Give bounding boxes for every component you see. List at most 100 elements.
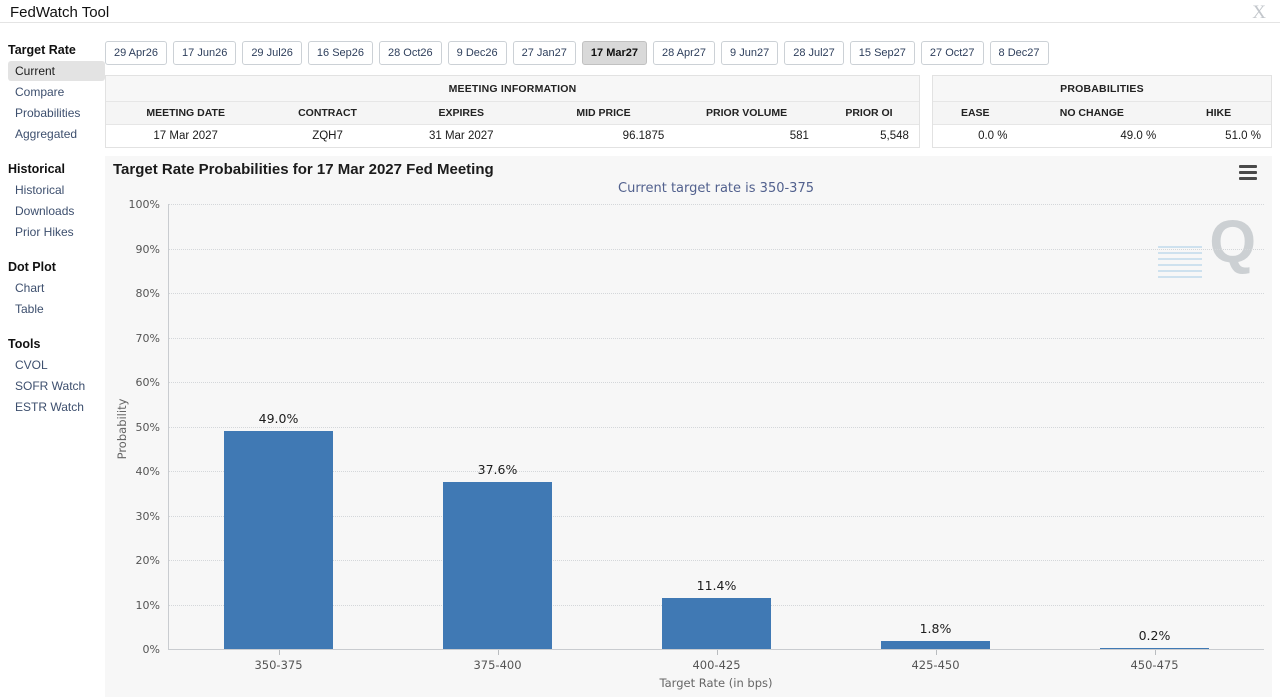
probabilities-title: PROBABILITIES: [933, 76, 1271, 102]
content-area: 29 Apr26 17 Jun26 29 Jul26 16 Sep26 28 Oct26…: [105, 41, 1272, 697]
chart-menu-icon[interactable]: [1239, 165, 1257, 183]
meeting-information-value-prior-volume: 581: [789, 130, 809, 142]
chart-subtitle: Current target rate is 350-375: [618, 181, 814, 196]
sidebar-group-header-historical: Historical: [8, 162, 65, 176]
tab-17-jun26[interactable]: 17 Jun26: [173, 41, 237, 65]
tab-16-sep26[interactable]: 16 Sep26: [307, 41, 374, 65]
y-tick-60: 60%: [135, 376, 160, 389]
probabilities-col-hike: HIKE: [1206, 107, 1232, 119]
sidebar-item-chart[interactable]: Chart: [15, 281, 45, 295]
meeting-information-value-prior-oi: 5,548: [880, 130, 909, 142]
bar-400-425[interactable]: [661, 598, 772, 649]
meeting-information-title: MEETING INFORMATION: [106, 76, 919, 102]
tab-27-oct27[interactable]: 27 Oct27: [920, 41, 984, 65]
bar-350-375[interactable]: [223, 430, 334, 649]
meeting-information-value-meeting-date: 17 Mar 2027: [153, 130, 218, 142]
meeting-information-col-mid-price: MID PRICE: [576, 107, 631, 119]
tab-28-apr27[interactable]: 28 Apr27: [653, 41, 716, 65]
x-tick-label-350-375: 350-375: [254, 658, 303, 672]
probabilities-value-no-change: 49.0 %: [1120, 130, 1157, 142]
watermark-stripes: [1158, 246, 1202, 278]
sidebar-item-sofr-watch[interactable]: SOFR Watch: [15, 379, 86, 393]
bar-375-400[interactable]: [442, 481, 553, 649]
gridline-90: [169, 248, 1264, 250]
meeting-information-value-row: 17 Mar 2027 ZQH7 31 Mar 2027 96.1875 581 5,54…: [106, 125, 919, 147]
y-tick-30: 30%: [135, 509, 160, 523]
x-tick-mark-350-375: [278, 650, 280, 655]
probabilities-header-row: EASE NO CHANGE HIKE: [933, 102, 1271, 125]
sidebar-item-compare[interactable]: Compare: [15, 85, 65, 99]
sidebar-group-header-tools: Tools: [8, 337, 41, 351]
sidebar-item-cvol[interactable]: CVOL: [15, 358, 48, 372]
sidebar-group-tools: Tools CVOL SOFR Watch ESTR Watch: [8, 335, 105, 417]
x-axis-title: Target Rate (in bps): [659, 676, 773, 690]
meeting-information-col-prior-oi: PRIOR OI: [845, 107, 893, 119]
quikstrike-watermark-icon: Q: [1209, 208, 1256, 275]
tab-29-apr26[interactable]: 29 Apr26: [105, 41, 168, 65]
x-tick-label-425-450: 425-450: [911, 658, 960, 672]
app-title: FedWatch Tool: [10, 3, 110, 21]
bar-425-450[interactable]: [880, 641, 991, 649]
tab-8-dec27[interactable]: 8 Dec27: [989, 41, 1049, 65]
close-icon[interactable]: X: [1252, 1, 1266, 23]
sidebar-group-header-target-rate: Target Rate: [8, 43, 76, 57]
tab-9-dec26[interactable]: 9 Dec26: [447, 41, 507, 65]
meeting-information-col-expires: EXPIRES: [438, 107, 485, 119]
x-tick-label-400-425: 400-425: [692, 658, 741, 672]
meeting-information-header-row: MEETING DATE CONTRACT EXPIRES MID PRICE PRIO…: [106, 102, 919, 125]
tab-28-jul27[interactable]: 28 Jul27: [784, 41, 844, 65]
tab-27-jan27[interactable]: 27 Jan27: [512, 41, 576, 65]
bar-value-label-375-400: 37.6%: [477, 461, 518, 477]
sidebar-item-estr-watch[interactable]: ESTR Watch: [15, 400, 84, 414]
y-tick-80: 80%: [135, 287, 160, 300]
sidebar: Target Rate Current Compare Probabilities Ag…: [8, 41, 105, 697]
meeting-information-value-expires: 31 Mar 2027: [428, 130, 494, 142]
chart-plot-area: Q Probability 0% 10% 20% 30% 40% 50% 60% 70% 80%…: [115, 198, 1264, 672]
meeting-information-col-prior-volume: PRIOR VOLUME: [706, 107, 788, 119]
chart-column-425-450: 1.8% 425-450: [826, 204, 1045, 672]
tab-15-sep27[interactable]: 15 Sep27: [849, 41, 915, 65]
sidebar-item-prior-hikes[interactable]: Prior Hikes: [15, 225, 74, 239]
tab-28-oct26[interactable]: 28 Oct26: [379, 41, 442, 65]
tab-29-jul26[interactable]: 29 Jul26: [242, 41, 302, 65]
chart-panel: Target Rate Probabilities for 17 Mar 202…: [105, 156, 1272, 697]
x-tick-label-450-475: 450-475: [1130, 658, 1179, 672]
chart-column-400-425: 11.4% 400-425: [607, 204, 826, 672]
probabilities-value-hike: 51.0 %: [1225, 130, 1261, 142]
y-tick-20: 20%: [135, 554, 160, 567]
bar-value-label-425-450: 1.8%: [919, 621, 952, 636]
chart-column-450-475: 0.2% 450-475: [1045, 204, 1264, 672]
sidebar-group-target-rate: Target Rate Current Compare Probabilities Ag…: [8, 41, 105, 144]
meeting-information-table: MEETING INFORMATION MEETING DATE CONTRACT…: [105, 75, 920, 148]
bar-value-label-350-375: 49.0%: [258, 410, 299, 426]
x-tick-mark-450-475: [1154, 650, 1156, 655]
sidebar-item-downloads[interactable]: Downloads: [15, 204, 75, 218]
tab-17-mar27[interactable]: 17 Mar27: [581, 41, 647, 65]
bar-value-label-450-475: 0.2%: [1138, 628, 1171, 644]
gridline-20: [169, 560, 1264, 561]
y-tick-90: 90%: [135, 242, 160, 256]
meeting-information-col-contract: CONTRACT: [298, 107, 357, 119]
sidebar-item-aggregated[interactable]: Aggregated: [15, 127, 78, 141]
y-tick-100: 100%: [128, 198, 160, 211]
x-tick-mark-375-400: [497, 650, 499, 655]
meeting-information-value-mid-price: 96.1875: [622, 130, 665, 142]
y-tick-40: 40%: [135, 465, 160, 478]
sidebar-item-current[interactable]: Current: [8, 61, 105, 81]
bar-450-475[interactable]: [1099, 648, 1210, 649]
sidebar-item-table[interactable]: Table: [15, 302, 44, 316]
y-tick-0: 0%: [142, 643, 160, 656]
sidebar-item-historical[interactable]: Historical: [15, 183, 65, 197]
date-tabs: 29 Apr26 17 Jun26 29 Jul26 16 Sep26 28 Oct26…: [105, 41, 1272, 65]
sidebar-item-probabilities[interactable]: Probabilities: [15, 106, 81, 120]
sidebar-group-dot-plot: Dot Plot Chart Table: [8, 258, 105, 319]
tab-9-jun27[interactable]: 9 Jun27: [721, 41, 779, 65]
chart-column-375-400: 37.6% 375-400: [388, 204, 607, 672]
gridline-70: [169, 337, 1264, 339]
meeting-information-col-meeting-date: MEETING DATE: [146, 107, 225, 119]
x-tick-mark-425-450: [935, 650, 937, 655]
chart-column-350-375: 49.0% 350-375: [169, 204, 388, 672]
meeting-information-value-contract: ZQH7: [312, 130, 343, 142]
bar-value-label-400-425: 11.4%: [696, 578, 737, 594]
gridline-30: [169, 515, 1264, 517]
